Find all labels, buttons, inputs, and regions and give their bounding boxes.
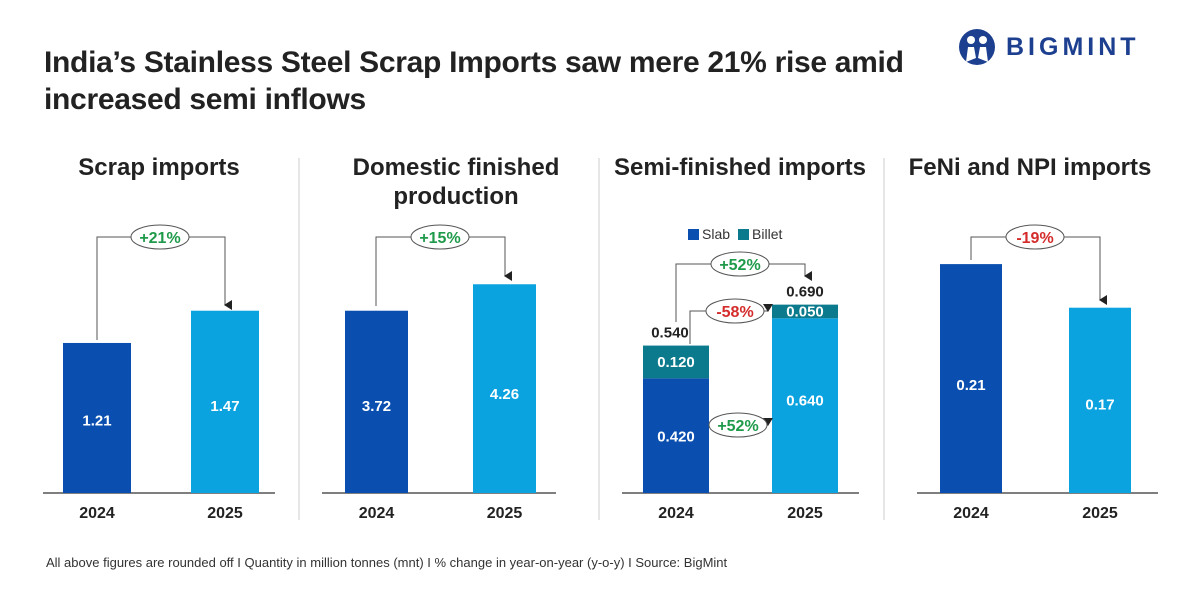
logo-text: BIGMINT [1006,32,1140,61]
billet-value-2024: 0.120 [657,354,695,371]
value-label-2024: 1.21 [82,412,111,429]
change-slab-bubble [708,412,768,438]
change-scrap-bubble [130,224,190,250]
bar-2025 [191,310,259,493]
bar-slab-2024 [643,378,709,493]
change-domestic: +15% [419,230,460,247]
year-label-2025: 2025 [1082,505,1118,522]
slab-value-2025: 0.640 [786,393,824,410]
legend-billet: Billet [738,226,782,242]
panel-title-semi: Semi-finished imports [613,154,867,181]
panel-title-feni: FeNi and NPI imports [908,154,1152,181]
year-label-2025: 2025 [787,505,823,522]
change-feni: -19% [1016,230,1053,247]
bar-2024 [345,310,408,493]
change-feni-bubble [1005,224,1065,250]
logo-people-icon [959,29,995,65]
change-slab: +52% [717,418,758,435]
year-label-2025: 2025 [487,505,523,522]
value-label-2025: 4.26 [490,386,519,403]
bar-2024 [940,264,1002,493]
value-label-2025: 1.47 [210,398,239,415]
value-label-2024: 3.72 [362,398,391,415]
footer-note: All above figures are rounded off I Quan… [46,555,728,570]
year-label-2024: 2024 [658,505,694,522]
chart-title: India’s Stainless Steel Scrap Imports sa… [44,46,904,116]
bar-slab-2025 [772,318,838,493]
total-value-2024: 0.540 [651,325,689,342]
bigmint-logo: BIGMINT [958,28,1140,66]
year-label-2024: 2024 [79,505,115,522]
bar-2024 [63,342,131,493]
legend: Slab Billet [688,226,782,242]
legend-slab: Slab [688,226,730,242]
change-semi-total-bubble [710,251,770,277]
change-scrap: +21% [139,230,180,247]
bar-billet-2024 [643,345,709,379]
change-semi-total: +52% [719,257,760,274]
total-value-2025: 0.690 [786,284,824,301]
change-billet-bubble [705,298,765,324]
value-label-2024: 0.21 [956,377,985,394]
panel-title-domestic: Domestic finished production [352,154,560,210]
year-label-2024: 2024 [953,505,989,522]
panel-title-scrap: Scrap imports [78,154,240,181]
year-label-2025: 2025 [207,505,243,522]
year-label-2024: 2024 [359,505,395,522]
bar-2025 [1069,307,1131,493]
change-domestic-bubble [410,224,470,250]
bar-billet-2025 [772,304,838,319]
value-label-2025: 0.17 [1085,397,1114,414]
change-billet: -58% [716,304,753,321]
billet-value-2025: 0.050 [786,303,824,320]
slab-value-2024: 0.420 [657,428,695,445]
bar-2025 [473,284,536,493]
